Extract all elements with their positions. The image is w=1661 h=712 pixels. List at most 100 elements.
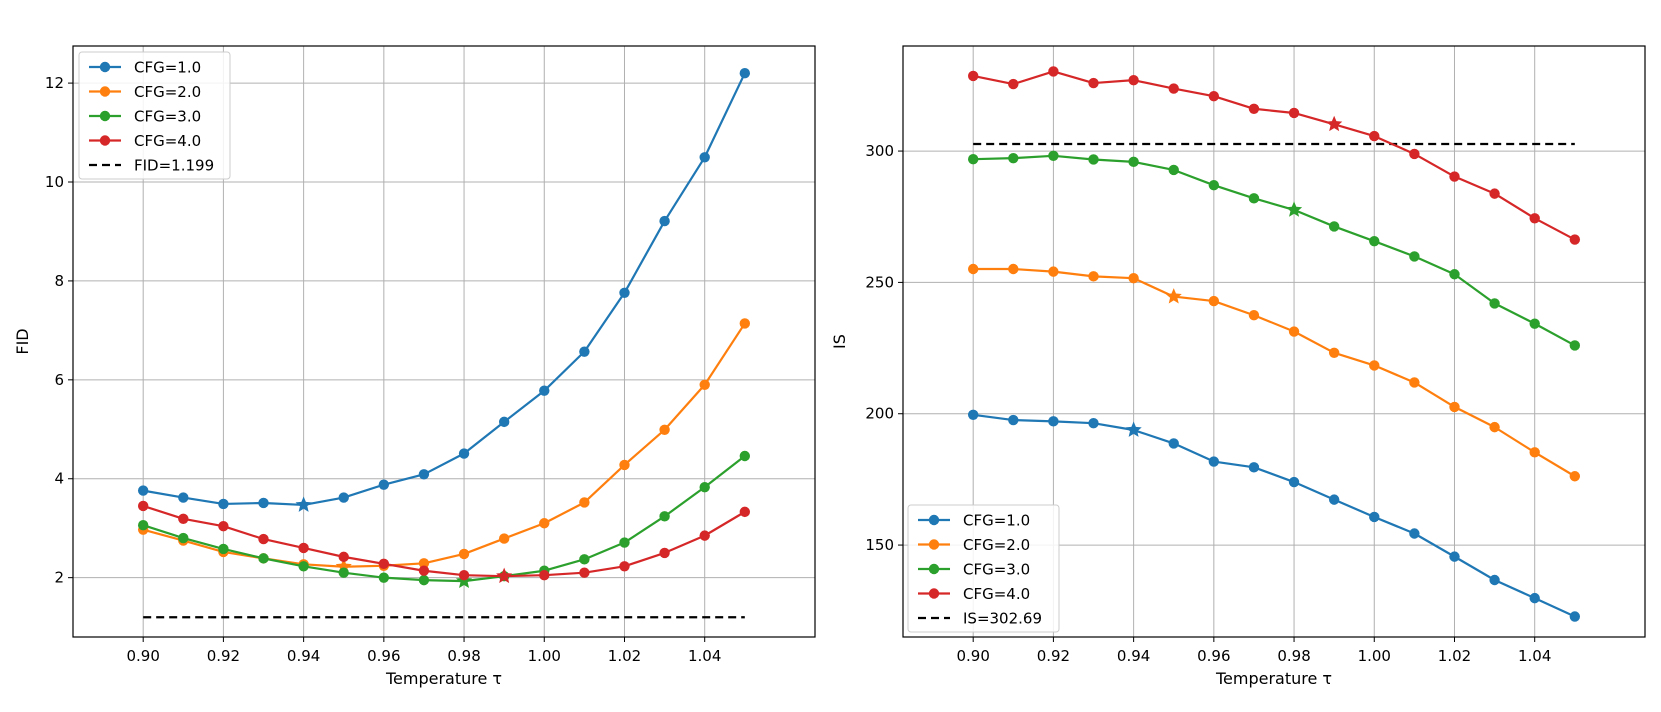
- data-point: [298, 542, 309, 554]
- x-tick-label: 0.90: [126, 647, 159, 665]
- data-point: [1489, 298, 1500, 309]
- data-point: [619, 561, 630, 572]
- x-tick-label: 0.94: [1117, 647, 1150, 665]
- star-marker: [295, 496, 312, 512]
- data-point: [619, 287, 630, 298]
- x-tick-label: 0.92: [207, 647, 240, 665]
- data-point: [1449, 171, 1460, 182]
- star-marker: [1285, 201, 1303, 217]
- data-point: [338, 551, 349, 563]
- star-marker: [1165, 288, 1182, 304]
- legend-label: CFG=3.0: [963, 561, 1030, 579]
- data-point: [1369, 511, 1380, 523]
- legend-label: CFG=3.0: [134, 108, 201, 126]
- data-point: [137, 485, 149, 496]
- data-point: [1449, 401, 1460, 413]
- data-point: [699, 530, 710, 541]
- data-point: [418, 469, 430, 480]
- series-line: [142, 322, 746, 568]
- legend-entry: CFG=2.0: [89, 83, 201, 101]
- legend-label: CFG=1.0: [134, 59, 201, 77]
- legend-marker: [99, 86, 111, 97]
- data-point: [1569, 234, 1581, 245]
- data-point: [1168, 438, 1179, 449]
- legend-entry: IS=302.69: [918, 610, 1042, 628]
- y-axis-label: FID: [13, 328, 32, 354]
- data-point: [1409, 377, 1420, 388]
- data-point: [1168, 164, 1179, 176]
- data-point: [1288, 107, 1300, 119]
- data-point: [739, 68, 751, 79]
- data-point: [178, 532, 189, 544]
- data-point: [1048, 150, 1059, 161]
- data-point: [699, 152, 710, 163]
- data-point: [178, 513, 189, 524]
- data-point: [539, 385, 550, 396]
- legend-box: [78, 51, 231, 180]
- series-line: [973, 154, 1576, 347]
- data-point: [659, 547, 670, 559]
- y-tick-label: 6: [54, 371, 64, 389]
- data-point: [258, 553, 269, 564]
- data-point: [458, 548, 470, 560]
- x-tick-label: 0.92: [1037, 647, 1070, 665]
- data-point: [967, 409, 979, 420]
- legend-entry: CFG=2.0: [918, 536, 1030, 554]
- data-point: [1449, 269, 1460, 280]
- data-point: [178, 492, 189, 503]
- series-line: [972, 70, 1576, 241]
- chart-panel-2: 0.90 0.92 0.94 0.96 0.98 1.00 1.02 1.04 150 200 25…: [830, 45, 1646, 688]
- x-tick-label: 1.00: [528, 647, 561, 665]
- data-point: [218, 498, 229, 510]
- data-point: [1328, 347, 1340, 358]
- data-point: [1208, 456, 1220, 467]
- legend-label: IS=302.69: [963, 610, 1042, 628]
- legend-entry: CFG=1.0: [89, 59, 201, 77]
- x-tick-label: 0.96: [367, 647, 400, 665]
- data-point: [418, 558, 430, 569]
- x-tick-label: 1.04: [1518, 647, 1551, 665]
- chart-panel-1: 0.90 0.92 0.94 0.96 0.98 1.00 1.02 1.04 2 4 6 8 10 12…: [13, 45, 816, 688]
- legend-marker: [99, 110, 111, 122]
- data-point: [1529, 592, 1540, 604]
- legend-marker: [928, 514, 940, 526]
- data-point: [579, 554, 590, 565]
- data-point: [418, 574, 430, 586]
- x-tick-label: 0.90: [956, 647, 989, 665]
- y-axis-label: IS: [830, 334, 849, 349]
- series-line: [142, 504, 746, 578]
- data-point: [1489, 574, 1500, 586]
- data-point: [258, 497, 269, 509]
- data-point: [659, 511, 670, 522]
- x-tick-label: 0.96: [1197, 647, 1230, 665]
- data-point: [1369, 235, 1380, 247]
- data-point: [137, 520, 149, 531]
- data-point: [338, 567, 349, 578]
- legend-label: CFG=4.0: [963, 585, 1030, 603]
- x-tick-label: 1.00: [1358, 647, 1391, 665]
- legend-entry: CFG=4.0: [89, 132, 201, 150]
- data-point: [1369, 360, 1380, 371]
- data-point: [1208, 90, 1220, 102]
- legend-entry: CFG=1.0: [918, 512, 1030, 530]
- legend-label: CFG=2.0: [134, 83, 201, 101]
- data-point: [498, 533, 510, 544]
- series-2: [967, 263, 1581, 482]
- data-point: [659, 215, 670, 227]
- data-point: [1569, 340, 1581, 351]
- x-tick-label: 0.94: [287, 647, 320, 665]
- data-point: [1128, 156, 1139, 168]
- data-point: [218, 521, 229, 532]
- data-point: [338, 492, 349, 503]
- data-point: [1088, 417, 1099, 429]
- x-tick-label: 1.02: [1438, 647, 1471, 665]
- data-point: [1168, 83, 1179, 94]
- data-point: [659, 424, 670, 435]
- y-tick-label: 300: [865, 142, 894, 160]
- data-point: [1248, 462, 1260, 473]
- data-point: [137, 500, 149, 512]
- data-point: [1128, 74, 1139, 86]
- legend-marker: [99, 61, 111, 73]
- legend-entry: FID=1.199: [89, 157, 214, 175]
